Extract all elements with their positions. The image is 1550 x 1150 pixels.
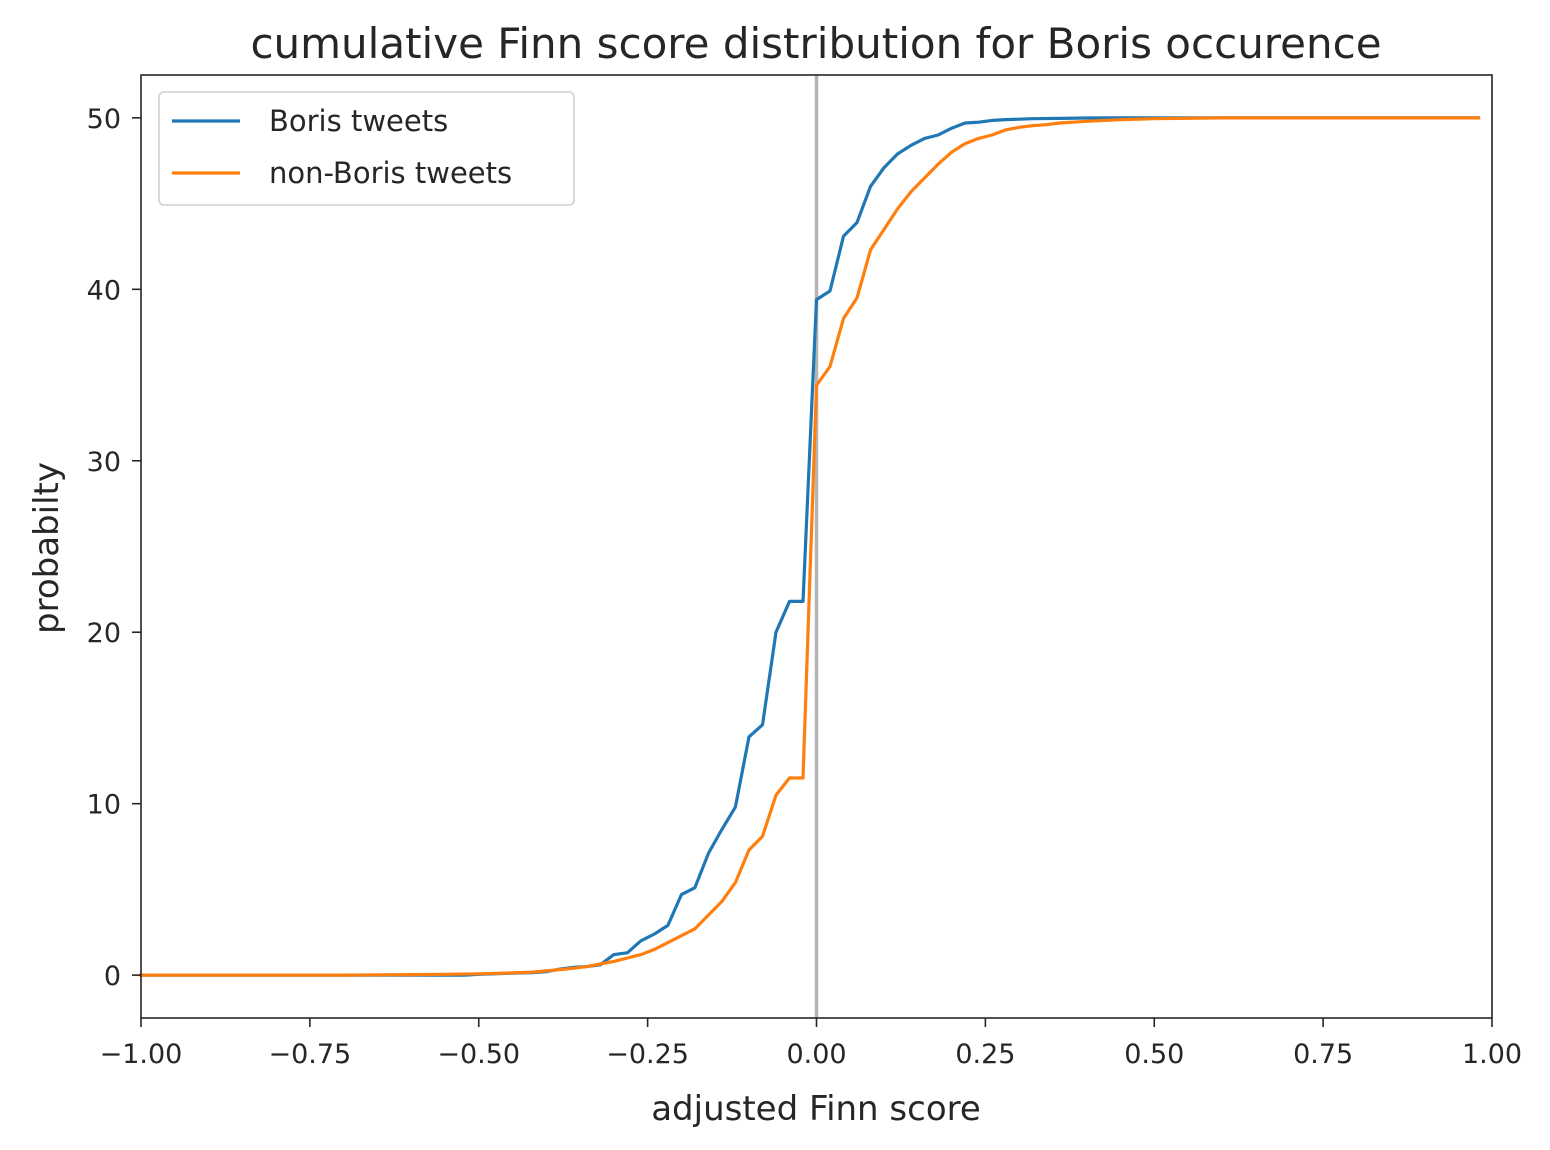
legend-label-non-boris-tweets: non-Boris tweets (269, 156, 512, 190)
y-tick-label: 20 (87, 618, 121, 649)
x-tick-label: −0.75 (269, 1039, 352, 1070)
x-tick-label: 0.50 (1124, 1039, 1184, 1070)
series-line-non-boris-tweets (139, 116, 1481, 977)
plot-area (139, 75, 1481, 1018)
x-tick-label: −0.50 (437, 1039, 520, 1070)
y-axis-label: probabilty (27, 462, 67, 634)
legend-label-boris-tweets: Boris tweets (269, 104, 448, 138)
x-tick-label: 0.00 (786, 1039, 846, 1070)
x-tick-label: 0.25 (955, 1039, 1015, 1070)
legend-frame (158, 91, 575, 206)
y-tick-label: 40 (87, 275, 121, 306)
y-tick-label: 0 (104, 961, 121, 992)
chart-title: cumulative Finn score distribution for B… (250, 19, 1381, 68)
y-tick-label: 50 (87, 104, 121, 135)
legend: Boris tweets non-Boris tweets (158, 91, 575, 206)
x-axis-label: adjusted Finn score (651, 1089, 981, 1129)
x-tick-label: 1.00 (1462, 1039, 1522, 1070)
x-tick-label: −0.25 (606, 1039, 689, 1070)
x-tick-label: −1.00 (100, 1039, 183, 1070)
x-tick-label: 0.75 (1293, 1039, 1353, 1070)
axes: −1.00 −0.75 −0.50 −0.25 0.00 0.25 0.50 0.75 1.00… (87, 74, 1522, 1070)
y-tick-label: 10 (87, 790, 121, 821)
y-tick-label: 30 (87, 447, 121, 478)
